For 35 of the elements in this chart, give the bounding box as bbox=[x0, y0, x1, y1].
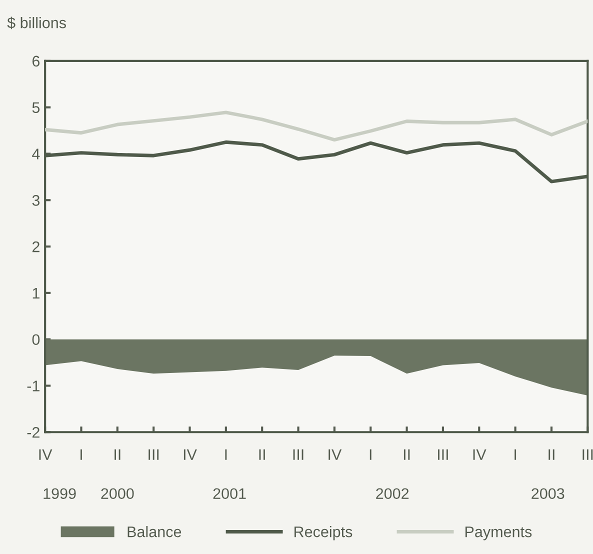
x-tick-label: I bbox=[514, 449, 516, 460]
x-tick-label: I bbox=[225, 449, 227, 460]
x-tick-label: I bbox=[80, 449, 82, 460]
x-tick-label: II bbox=[548, 449, 554, 460]
y-tick-label: 1 bbox=[32, 288, 40, 298]
y-tick-label: -2 bbox=[27, 426, 40, 438]
x-tick-label: IV bbox=[184, 449, 197, 460]
text: 1999 bbox=[44, 488, 76, 500]
y-tick-label: 3 bbox=[32, 195, 40, 206]
x-tick-label: II bbox=[114, 449, 120, 460]
x-tick-label: III bbox=[582, 449, 593, 460]
x-tick-label: III bbox=[148, 449, 159, 460]
x-tick-label: III bbox=[438, 449, 448, 460]
line-series bbox=[45, 110, 588, 142]
legend-label: Receipts bbox=[294, 526, 352, 540]
text: 2002 bbox=[376, 488, 409, 500]
text: 2000 bbox=[101, 488, 134, 500]
y-tick-label: 2 bbox=[32, 241, 40, 252]
x-tick-label: IV bbox=[328, 449, 342, 460]
y-tick-label: 4 bbox=[32, 148, 40, 160]
y-tick-label: 6 bbox=[32, 56, 40, 67]
x-tick-label: IV bbox=[473, 449, 486, 460]
legend-label: Payments bbox=[465, 526, 532, 540]
x-tick-label: IV bbox=[39, 449, 52, 460]
x-tick-label: III bbox=[293, 449, 304, 460]
y-tick-label: 5 bbox=[32, 102, 40, 114]
text: 2001 bbox=[213, 488, 246, 500]
y-axis-title: $ billions bbox=[7, 16, 66, 30]
x-tick-label: II bbox=[259, 449, 265, 460]
x-tick-label: I bbox=[370, 449, 372, 460]
x-tick-label: II bbox=[404, 449, 410, 460]
text: 2003 bbox=[532, 488, 564, 500]
legend-label: Balance bbox=[128, 526, 182, 538]
y-tick-label: 0 bbox=[32, 334, 40, 346]
y-tick-label: -1 bbox=[27, 380, 40, 392]
